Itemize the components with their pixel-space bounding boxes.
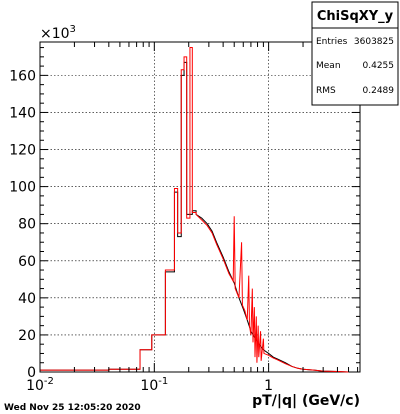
y-tick-label-8: 160 [9, 68, 36, 84]
y-exponent-label: ×103 [40, 24, 76, 42]
y-tick-label-7: 140 [9, 105, 36, 121]
y-tick-label-5: 100 [9, 180, 36, 196]
grid [40, 42, 360, 372]
y-tick-label-0: 0 [27, 365, 36, 381]
stats-box: ChiSqXY_y Entries 3603825 Mean 0.4255 RM… [311, 1, 399, 106]
stats-entries-label: Entries [316, 37, 348, 47]
x-tick-label-0: 10-2 [26, 376, 54, 394]
stats-rms-label: RMS [316, 86, 336, 96]
stats-mean-value: 0.4255 [363, 61, 395, 71]
series-line-1 [39, 47, 349, 373]
y-tick-label-4: 80 [18, 217, 36, 233]
x-axis: 10-2 10-1 1 [26, 42, 359, 394]
y-axis: 0 20 40 60 80 100 120 140 160 [9, 47, 360, 381]
stats-title: ChiSqXY_y [317, 9, 394, 24]
x-tick-label-1: 10-1 [140, 376, 168, 394]
y-tick-label-1: 20 [18, 328, 36, 344]
series-layer [39, 47, 349, 373]
footer-timestamp: Wed Nov 25 12:05:20 2020 [4, 403, 141, 413]
stats-rms-value: 0.2489 [363, 86, 395, 96]
y-tick-label-3: 60 [18, 254, 36, 270]
y-tick-label-2: 40 [18, 291, 36, 307]
y-tick-label-6: 120 [9, 143, 36, 159]
stats-mean-label: Mean [316, 61, 341, 71]
x-tick-label-2: 1 [264, 378, 273, 394]
x-axis-title: pT/|q| (GeV/c) [252, 393, 360, 409]
plot-frame [39, 41, 361, 373]
stats-entries-value: 3603825 [354, 37, 394, 47]
